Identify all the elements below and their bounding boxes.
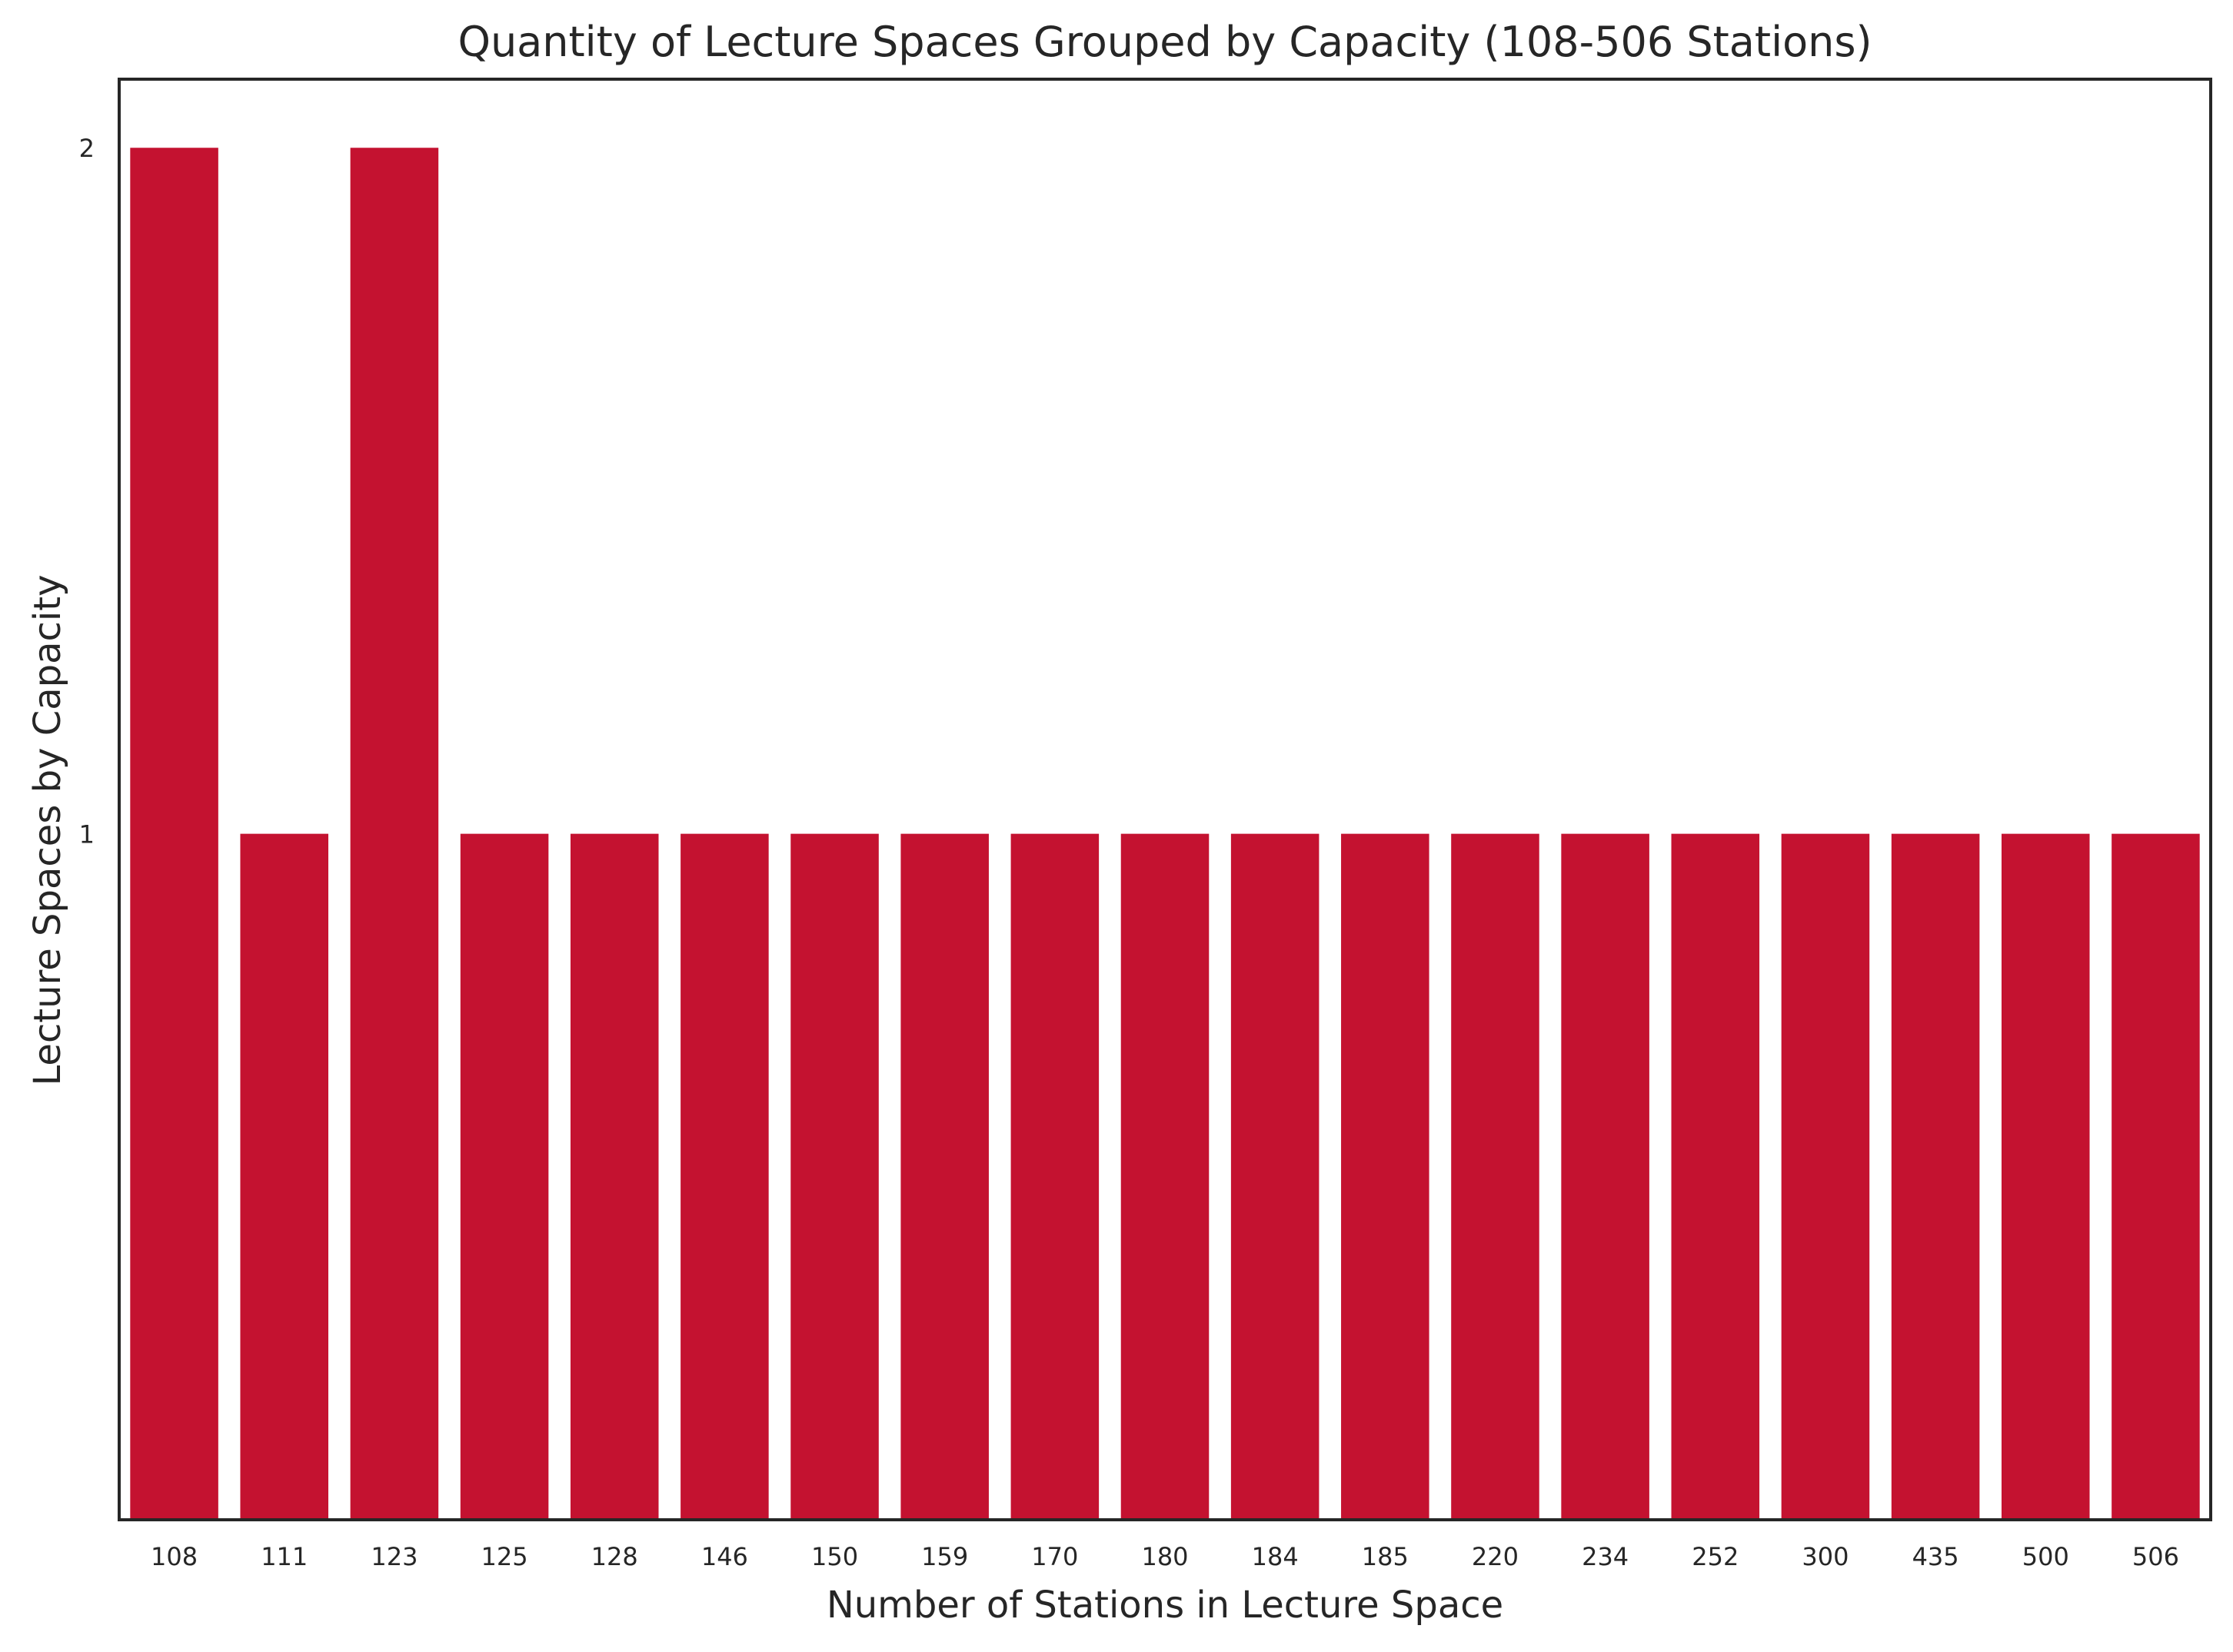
bar-500 [2002,833,2090,1520]
bar-300 [1781,833,1870,1520]
bars [130,148,2200,1521]
bar-125 [460,833,549,1520]
x-tick-label-150: 150 [811,1542,858,1571]
x-tick-label-170: 170 [1031,1542,1078,1571]
chart-title: Quantity of Lecture Spaces Grouped by Ca… [458,18,1872,66]
bar-185 [1341,833,1429,1520]
bar-220 [1451,833,1539,1520]
x-tick-label-184: 184 [1252,1542,1299,1571]
y-tick-label-2: 2 [79,134,95,163]
bar-146 [681,833,769,1520]
bar-234 [1561,833,1649,1520]
y-tick-label-1: 1 [79,820,95,849]
x-tick-label-146: 146 [701,1542,748,1571]
bar-159 [900,833,989,1520]
bar-506 [2112,833,2200,1520]
x-tick-label-180: 180 [1141,1542,1188,1571]
x-axis-label: Number of Stations in Lecture Space [827,1584,1503,1627]
y-tick-labels: 12 [79,134,95,849]
x-tick-label-111: 111 [261,1542,308,1571]
bar-170 [1010,833,1100,1520]
x-tick-label-128: 128 [591,1542,638,1571]
x-tick-label-185: 185 [1362,1542,1409,1571]
x-tick-label-108: 108 [151,1542,198,1571]
plot-frame [118,78,2212,1521]
bar-111 [240,833,328,1520]
x-tick-label-234: 234 [1582,1542,1629,1571]
x-tick-label-300: 300 [1802,1542,1849,1571]
x-tick-labels: 108 111 123 125 128 146 150 159 170 180 184 185 220 2… [151,1542,2179,1571]
bar-180 [1120,833,1210,1520]
bar-435 [1891,833,1980,1520]
bar-108 [130,148,218,1521]
x-tick-label-435: 435 [1912,1542,1959,1571]
bar-150 [790,833,879,1520]
x-tick-label-500: 500 [2022,1542,2069,1571]
bar-252 [1671,833,1760,1520]
x-tick-label-506: 506 [2132,1542,2179,1571]
bar-184 [1230,833,1320,1520]
x-tick-label-159: 159 [921,1542,968,1571]
bar-123 [350,148,439,1521]
x-tick-label-123: 123 [371,1542,418,1571]
x-tick-label-125: 125 [481,1542,528,1571]
bar-128 [570,833,659,1520]
y-axis-label: Lecture Spaces by Capacity [26,575,69,1086]
x-tick-label-252: 252 [1692,1542,1739,1571]
x-tick-label-220: 220 [1472,1542,1519,1571]
